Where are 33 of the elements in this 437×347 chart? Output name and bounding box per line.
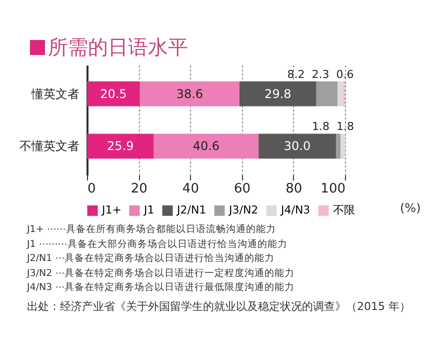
data-label: 1.8 — [312, 120, 330, 134]
data-label: 0.6 — [336, 68, 354, 81]
text: J4/N3 ⋯具备在特定商务场合以日语进行最低限度沟通的能力 — [27, 281, 296, 295]
data-label: 29.8 — [264, 86, 292, 101]
text: 出处：经济产业省《关于外国留学生的就业以及稳定状况的调查》（2015 年） — [27, 300, 410, 314]
data-label: 1.8 — [336, 120, 354, 134]
y-tick-label: 不懂英文者 — [20, 139, 80, 154]
data-label: 20.5 — [100, 86, 127, 101]
x-tick-label: 20 — [130, 182, 148, 196]
data-label: 30.0 — [284, 139, 311, 154]
legend-label: 不限 — [333, 204, 355, 217]
text: J1+ ⋯⋯具备在所有商务场合都能以日语流畅沟通的能力 — [27, 223, 277, 237]
data-label: 40.6 — [192, 139, 220, 154]
data-label: 38.6 — [176, 86, 204, 101]
x-tick-label: 60 — [234, 182, 251, 196]
x-tick-label: 100 — [320, 182, 346, 196]
legend-label: J3/N2 — [228, 204, 258, 217]
data-label: 25.9 — [107, 139, 134, 154]
legend-label: J2/N1 — [176, 204, 206, 217]
x-tick-label: 80 — [286, 182, 302, 196]
chart-title: 所需的日语水平 — [48, 34, 188, 61]
text: J1 ⋯⋯⋯具备在大部分商务场合以日语进行恰当沟通的能力 — [27, 238, 288, 252]
x-tick-label: 0 — [88, 182, 96, 196]
text: J3/N2 ⋯具备在特定商务场合以日语进行一定程度沟通的能力 — [27, 266, 296, 280]
legend-label: J4/N3 — [280, 204, 310, 217]
data-label: 8.2 — [287, 68, 305, 81]
text: J2/N1 ⋯具备在特定商务场合以日语进行恰当沟通的能力 — [27, 252, 276, 266]
text: (%) — [400, 201, 421, 215]
data-label: 2.3 — [312, 68, 330, 81]
legend-label: J1+ — [101, 204, 122, 217]
y-tick-label: 懂英文者 — [30, 86, 80, 101]
legend-label: J1 — [143, 204, 154, 217]
x-tick-label: 40 — [182, 182, 199, 196]
